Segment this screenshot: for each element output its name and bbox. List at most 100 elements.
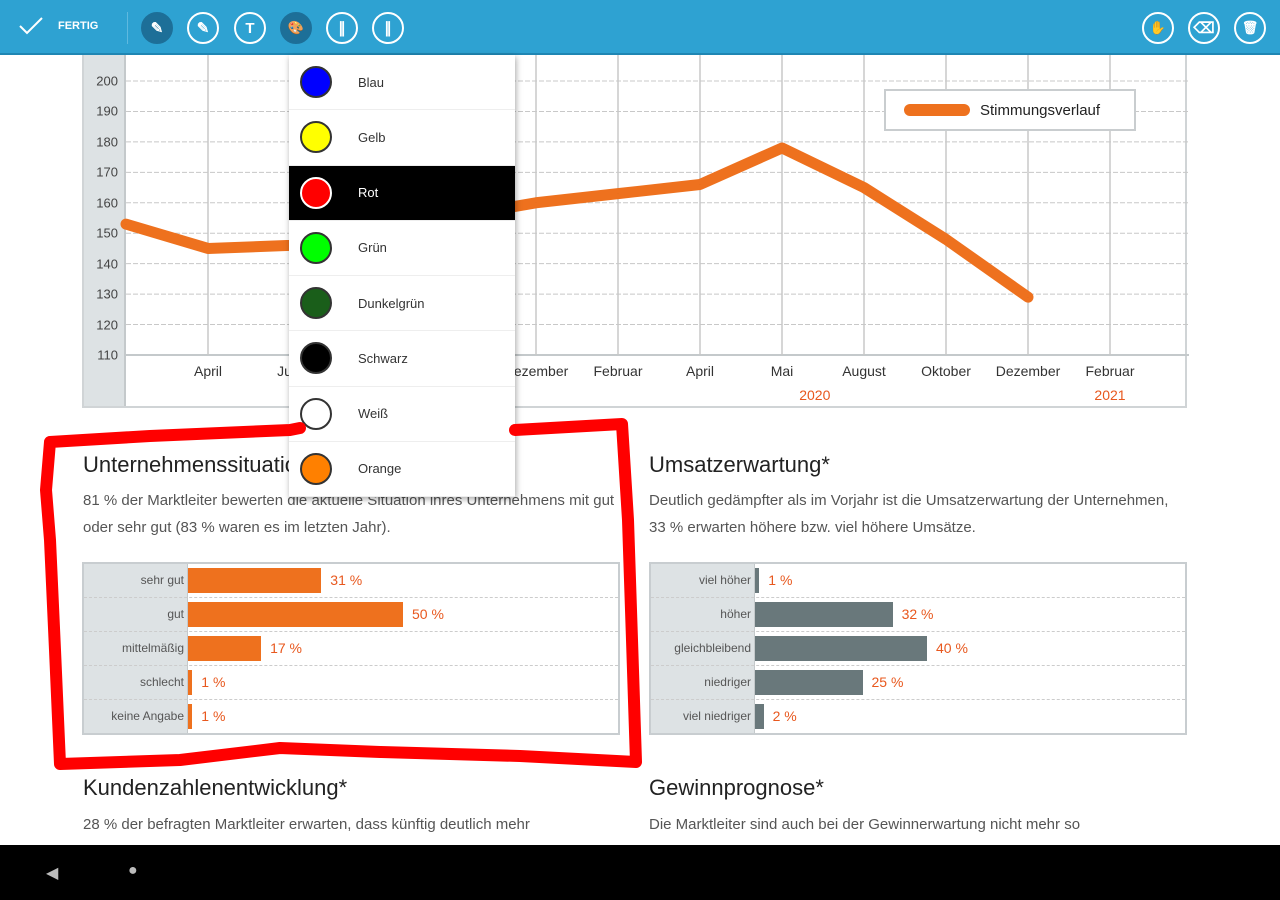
bar — [755, 602, 893, 627]
palette-icon[interactable]: 🎨 — [280, 12, 312, 44]
x-tick-label: April — [685, 363, 715, 379]
bar-value-label: 40 % — [936, 640, 968, 656]
bar-value-label: 1 % — [201, 674, 226, 690]
color-option-0[interactable]: Blau — [289, 55, 515, 111]
color-option-1[interactable]: Gelb — [289, 110, 515, 166]
bar-category-label: mittelmäßig — [121, 641, 184, 655]
y-tick-label: 190 — [96, 103, 118, 119]
series-line-stimmungsverlauf — [120, 142, 1034, 303]
color-option-4[interactable]: Dunkelgrün — [289, 276, 515, 332]
bar-category-label: keine Angabe — [111, 709, 184, 723]
y-tick-label: 140 — [96, 256, 118, 272]
bar-row: keine Angabe 1 % — [84, 700, 618, 734]
company-situation-bar-chart: sehr gut 31 % gut 50 % mittelmäßig 17 % schlec… — [82, 562, 620, 735]
color-label: Grün — [358, 240, 387, 256]
bar-row: gut 50 % — [84, 598, 618, 632]
bar — [755, 636, 927, 661]
color-option-2[interactable]: Rot — [289, 165, 515, 221]
pen-1-icon[interactable]: ∥ — [326, 12, 358, 44]
section-text-profit-forecast: Die Marktleiter sind auch bei der Gewinn… — [649, 816, 1081, 833]
highlighter-2-icon[interactable]: ✎ — [187, 12, 219, 44]
bar — [188, 568, 322, 593]
text-icon[interactable]: T — [234, 12, 266, 44]
highlighter-1-icon[interactable]: ✎ — [141, 12, 173, 44]
color-label: Schwarz — [358, 350, 408, 366]
trash-icon[interactable]: 🗑 — [1234, 12, 1266, 44]
color-swatch-icon — [300, 397, 332, 430]
color-swatch-icon — [300, 66, 332, 99]
y-tick-label: 160 — [96, 195, 118, 211]
bar-row: gleichbleibend 40 % — [651, 632, 1185, 666]
bar — [188, 704, 193, 729]
color-option-7[interactable]: Orange — [289, 442, 515, 497]
color-swatch-icon — [300, 287, 332, 320]
bar-row: schlecht 1 % — [84, 666, 618, 700]
color-option-3[interactable]: Grün — [289, 221, 515, 276]
color-option-5[interactable]: Schwarz — [289, 331, 515, 387]
bar-value-label: 32 % — [901, 606, 934, 622]
bar-value-label: 31 % — [330, 572, 363, 588]
legend-label: Stimmungsverlauf — [980, 101, 1101, 119]
color-swatch-icon — [300, 231, 332, 264]
color-picker-menu: Blau Gelb Rot Grün Dunkelgrün Schwarz Weiß Oran… — [289, 55, 515, 497]
color-label: Blau — [358, 74, 385, 90]
legend-swatch — [904, 104, 970, 116]
y-tick-label: 130 — [96, 286, 118, 302]
bar-row: sehr gut 31 % — [84, 564, 618, 598]
chart-legend: Stimmungsverlauf — [884, 89, 1136, 131]
eraser-icon[interactable]: ⌫ — [1188, 12, 1220, 44]
bar-row: viel niedriger 2 % — [651, 700, 1185, 734]
done-button[interactable]: FERTIG — [18, 16, 98, 36]
annotation-toolbar: FERTIG ✎ ✎ T 🎨 ∥ ∥ ✋ ⌫ 🗑 — [0, 0, 1280, 55]
color-swatch-icon — [300, 121, 332, 154]
section-title-customer-numbers: Kundenzahlenentwicklung* — [83, 775, 348, 800]
color-option-6[interactable]: Weiß — [289, 387, 515, 442]
section-text-customer-numbers: 28 % der befragten Marktleiter erwarten,… — [83, 816, 530, 833]
y-axis: 200 190 180 170 160 150 140 130 120 110 — [84, 55, 126, 406]
bar-value-label: 2 % — [772, 708, 797, 724]
color-swatch-icon — [300, 176, 332, 209]
bar-category-label: gut — [167, 607, 184, 621]
pen-2-icon[interactable]: ∥ — [372, 12, 404, 44]
y-tick-label: 150 — [96, 225, 118, 241]
android-nav-bar: ◀ ● — [0, 845, 1280, 900]
color-label: Rot — [358, 185, 379, 201]
home-icon[interactable]: ● — [128, 862, 138, 879]
section-title-revenue-expectation: Umsatzerwartung* — [649, 452, 830, 477]
y-tick-label: 200 — [96, 73, 118, 89]
bar-row: mittelmäßig 17 % — [84, 632, 618, 666]
section-title-profit-forecast: Gewinnprognose* — [649, 775, 824, 800]
back-icon[interactable]: ◀ — [46, 865, 59, 882]
toolbar-divider — [127, 12, 128, 44]
year-label: 2021 — [1094, 387, 1126, 403]
color-label: Dunkelgrün — [358, 295, 425, 311]
bar — [188, 670, 193, 695]
bar — [755, 704, 764, 729]
year-label: 2020 — [799, 387, 831, 403]
y-tick-label: 110 — [97, 347, 118, 363]
x-tick-label: Februar — [593, 363, 643, 379]
bar-value-label: 50 % — [412, 606, 444, 622]
bar-value-label: 25 % — [871, 674, 904, 690]
hand-icon[interactable]: ✋ — [1142, 12, 1174, 44]
bar-category-label: schlecht — [139, 675, 184, 689]
y-tick-label: 170 — [96, 164, 118, 180]
bar-value-label: 1 % — [201, 708, 226, 724]
bar — [188, 636, 262, 661]
bar-category-label: viel niedriger — [682, 709, 751, 723]
color-swatch-icon — [300, 342, 332, 375]
bar-category-label: höher — [720, 607, 751, 621]
section-title-company-situation: Unternehmenssituation — [83, 452, 310, 477]
bar-category-label: niedriger — [704, 675, 751, 689]
x-tick-label: Februar — [1085, 363, 1135, 379]
y-tick-label: 120 — [96, 317, 118, 333]
bar — [755, 568, 760, 593]
x-tick-label: Dezember — [503, 363, 569, 379]
revenue-expectation-bar-chart: viel höher 1 % höher 32 % gleichbleibend 40 %… — [649, 562, 1187, 735]
bar-category-label: viel höher — [698, 573, 751, 587]
y-tick-label: 180 — [96, 134, 118, 150]
color-label: Gelb — [358, 129, 386, 145]
x-tick-label: April — [193, 363, 223, 379]
section-text-revenue-expectation: Deutlich gedämpfter als im Vorjahr ist d… — [649, 492, 1169, 536]
